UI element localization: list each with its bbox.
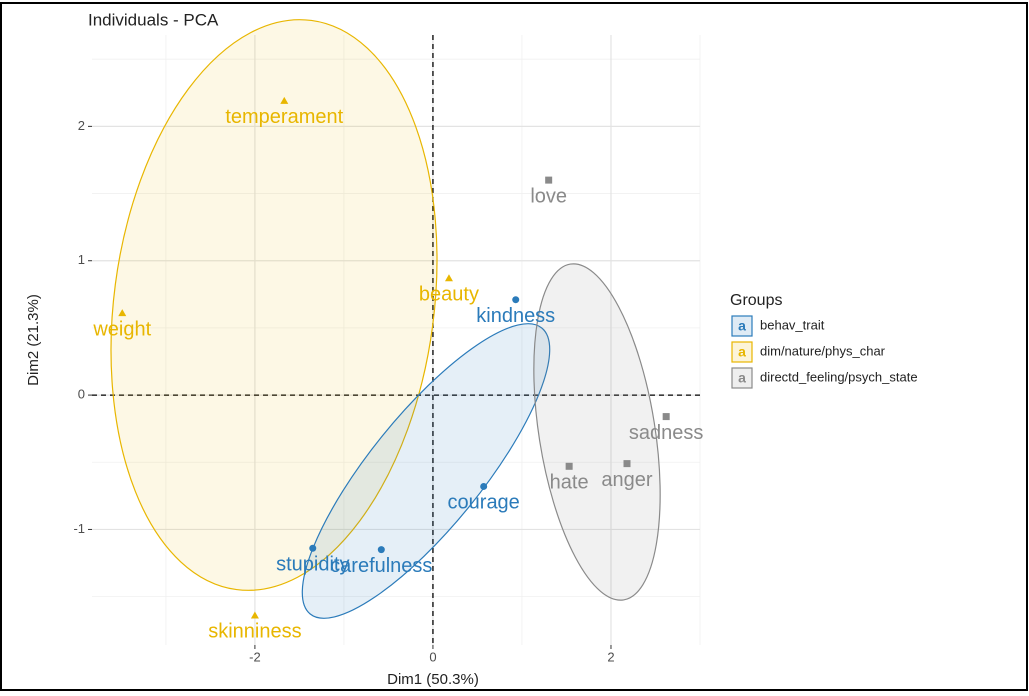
legend-key [731,315,753,337]
y-tick-label: 2 [78,118,85,133]
legend-label: dim/nature/phys_char [760,343,886,358]
point-label: beauty [419,283,479,305]
grid: -2 0 2 -1 0 1 2 [73,35,701,664]
point-label: temperament [225,106,343,128]
x-tick-label: -2 [249,649,261,664]
legend-key-glyph: a [738,370,746,386]
point [444,274,453,282]
legend-label: directd_feeling/psych_state [760,369,918,384]
point [623,460,631,468]
legend-key-glyph: a [738,318,746,334]
x-tick-label: 0 [429,649,436,664]
y-tick-label: 0 [78,387,85,402]
point [512,296,520,304]
point-label: skinniness [208,621,301,643]
point-label: hate [550,472,589,494]
point-label: love [530,185,567,207]
point [309,544,317,552]
point [480,482,488,490]
x-tick-label: 2 [607,649,614,664]
ellipses [110,19,661,619]
point [377,546,385,554]
ellipse [533,263,661,601]
point [565,462,573,470]
y-axis-label: Dim2 (21.3%) [25,294,42,386]
point [280,96,289,104]
point-label: anger [601,469,652,491]
legend-key [731,367,753,389]
legend-label: behav_trait [760,317,825,332]
point [545,176,553,184]
point-label: weight [92,318,151,340]
point-label: kindness [476,305,555,327]
point [118,309,127,317]
ellipse [110,19,438,591]
point [662,413,670,421]
legend-key-glyph: a [738,344,746,360]
chart-title: Individuals - PCA [88,10,219,29]
legend-title: Groups [730,292,782,309]
point [250,611,259,619]
x-axis-label: Dim1 (50.3%) [387,671,479,688]
legend-key [731,341,753,363]
y-tick-label: -1 [73,521,85,536]
point-label: stupidity [276,554,349,576]
point-label: sadness [629,422,704,444]
ellipse [301,323,551,619]
point-label: carefulness [330,555,432,577]
point-label: courage [448,492,520,514]
y-tick-label: 1 [78,252,85,267]
